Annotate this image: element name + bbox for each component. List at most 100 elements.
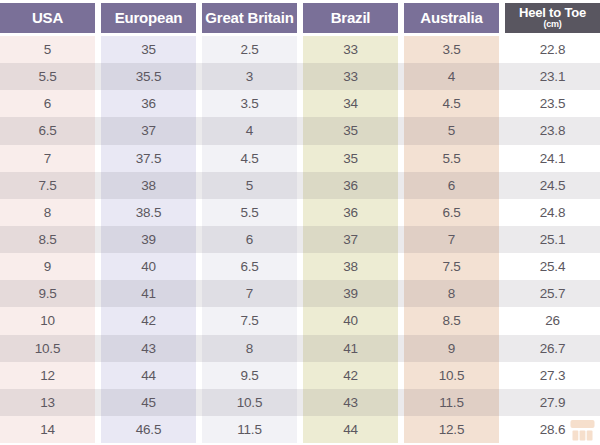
cell-heel_to_toe: 24.5 [505,172,600,199]
cell-usa: 6 [0,90,95,117]
cell-brazil: 35 [303,145,398,172]
cell-heel_to_toe: 25.7 [505,280,600,307]
conversion-table: USA European Great Britain Brazil Austra… [0,0,600,445]
cell-great_britain: 11.5 [202,416,297,443]
column-header-heel-to-toe: Heel to Toe (cm) [505,3,600,33]
cell-great_britain: 6.5 [202,253,297,280]
cell-australia: 8 [404,280,499,307]
cell-australia: 5 [404,117,499,144]
cell-european: 46.5 [101,416,196,443]
cell-brazil: 42 [303,362,398,389]
cell-australia: 3.5 [404,36,499,63]
cell-brazil: 33 [303,36,398,63]
column-header-great-britain: Great Britain [202,3,297,33]
table-row: 838.55.5366.524.8 [0,199,600,226]
cell-european: 43 [101,335,196,362]
cell-great_britain: 9.5 [202,362,297,389]
cell-australia: 8.5 [404,307,499,334]
cell-brazil: 36 [303,172,398,199]
cell-european: 38.5 [101,199,196,226]
cell-european: 41 [101,280,196,307]
cell-great_britain: 4 [202,117,297,144]
cell-australia: 6.5 [404,199,499,226]
cell-usa: 10.5 [0,335,95,362]
table-row: 9406.5387.525.4 [0,253,600,280]
table-row: 10427.5408.526 [0,307,600,334]
cell-usa: 13 [0,389,95,416]
table-row: 6363.5344.523.5 [0,90,600,117]
cell-heel_to_toe: 27.3 [505,362,600,389]
column-header-label: Australia [420,10,482,26]
cell-european: 38 [101,172,196,199]
cell-usa: 8.5 [0,226,95,253]
cell-brazil: 33 [303,63,398,90]
table-row: 134510.54311.527.9 [0,389,600,416]
cell-brazil: 39 [303,280,398,307]
cell-heel_to_toe: 23.5 [505,90,600,117]
cell-brazil: 41 [303,335,398,362]
cell-great_britain: 7.5 [202,307,297,334]
cell-australia: 9 [404,335,499,362]
cell-usa: 9 [0,253,95,280]
cell-heel_to_toe: 26 [505,307,600,334]
cell-usa: 9.5 [0,280,95,307]
cell-brazil: 43 [303,389,398,416]
cell-european: 37.5 [101,145,196,172]
table-row: 12449.54210.527.3 [0,362,600,389]
shoe-size-conversion-chart: USA European Great Britain Brazil Austra… [0,0,600,445]
shop-icon [570,419,595,442]
cell-great_britain: 7 [202,280,297,307]
table-row: 5.535.5333423.1 [0,63,600,90]
cell-european: 42 [101,307,196,334]
cell-european: 36 [101,90,196,117]
cell-usa: 10 [0,307,95,334]
column-header-sublabel: (cm) [543,20,561,29]
cell-heel_to_toe: 25.4 [505,253,600,280]
cell-great_britain: 10.5 [202,389,297,416]
cell-usa: 8 [0,199,95,226]
cell-heel_to_toe: 22.8 [505,36,600,63]
column-header-brazil: Brazil [303,3,398,33]
column-header-label: Brazil [331,10,371,26]
cell-brazil: 38 [303,253,398,280]
cell-great_britain: 3 [202,63,297,90]
cell-great_britain: 2.5 [202,36,297,63]
cell-usa: 14 [0,416,95,443]
table-row: 5352.5333.522.8 [0,36,600,63]
cell-usa: 12 [0,362,95,389]
cell-european: 39 [101,226,196,253]
table-row: 8.539637725.1 [0,226,600,253]
cell-brazil: 44 [303,416,398,443]
table-row: 9.541739825.7 [0,280,600,307]
column-header-label: Great Britain [205,10,293,26]
cell-brazil: 34 [303,90,398,117]
cell-australia: 4.5 [404,90,499,117]
cell-european: 35 [101,36,196,63]
column-header-label: USA [32,10,63,26]
cell-great_britain: 8 [202,335,297,362]
column-header-european: European [101,3,196,33]
cell-great_britain: 5.5 [202,199,297,226]
cell-brazil: 35 [303,117,398,144]
cell-usa: 5.5 [0,63,95,90]
cell-heel_to_toe: 27.9 [505,389,600,416]
cell-australia: 10.5 [404,362,499,389]
cell-european: 35.5 [101,63,196,90]
table-row: 1446.511.54412.528.6 [0,416,600,443]
column-header-usa: USA [0,3,95,33]
cell-great_britain: 6 [202,226,297,253]
cell-australia: 7.5 [404,253,499,280]
column-header-australia: Australia [404,3,499,33]
cell-brazil: 40 [303,307,398,334]
table-row: 6.537435523.8 [0,117,600,144]
cell-australia: 7 [404,226,499,253]
table-row: 737.54.5355.524.1 [0,145,600,172]
cell-european: 40 [101,253,196,280]
cell-heel_to_toe: 24.8 [505,199,600,226]
cell-heel_to_toe: 26.7 [505,335,600,362]
cell-usa: 6.5 [0,117,95,144]
cell-heel_to_toe: 23.8 [505,117,600,144]
cell-usa: 7.5 [0,172,95,199]
cell-australia: 6 [404,172,499,199]
cell-european: 44 [101,362,196,389]
